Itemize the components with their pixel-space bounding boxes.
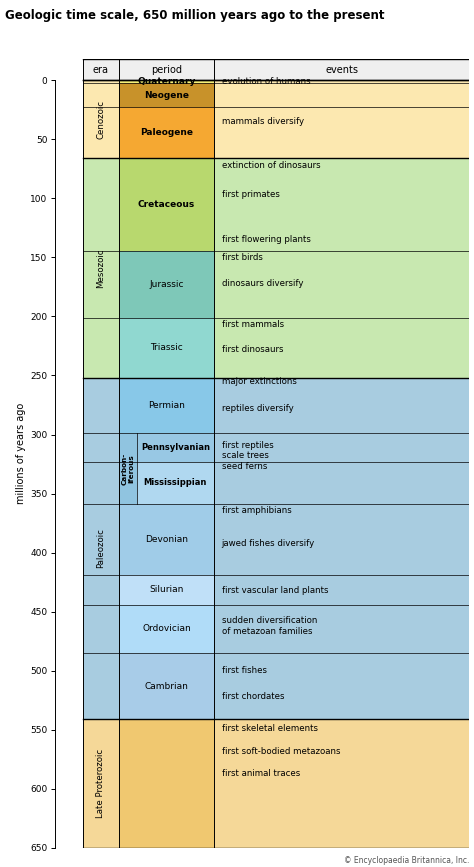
Text: Jurassic: Jurassic bbox=[149, 280, 184, 289]
Bar bbox=[119, 251, 214, 317]
Text: first amphibians: first amphibians bbox=[222, 505, 292, 515]
Bar bbox=[137, 434, 214, 462]
Text: first reptiles
scale trees
seed ferns: first reptiles scale trees seed ferns bbox=[222, 440, 273, 471]
Bar bbox=[119, 158, 214, 251]
Text: first chordates: first chordates bbox=[222, 692, 284, 701]
Text: first soft-bodied metazoans: first soft-bodied metazoans bbox=[222, 746, 340, 755]
Text: Late Proterozoic: Late Proterozoic bbox=[96, 749, 105, 818]
Text: Devonian: Devonian bbox=[145, 535, 188, 544]
Bar bbox=[119, 434, 137, 505]
Text: first birds: first birds bbox=[222, 253, 263, 262]
Text: Ordovician: Ordovician bbox=[142, 624, 191, 633]
Text: extinction of dinosaurs: extinction of dinosaurs bbox=[222, 160, 320, 170]
Text: Mesozoic: Mesozoic bbox=[96, 248, 105, 288]
Bar bbox=[83, 720, 119, 848]
Bar bbox=[214, 378, 469, 720]
Text: Silurian: Silurian bbox=[149, 585, 184, 595]
Text: first skeletal elements: first skeletal elements bbox=[222, 724, 318, 733]
Text: first vascular land plants: first vascular land plants bbox=[222, 586, 328, 595]
Bar bbox=[83, 158, 119, 378]
Bar bbox=[214, 158, 469, 378]
Text: Paleozoic: Paleozoic bbox=[96, 529, 105, 569]
Bar bbox=[119, 505, 214, 575]
Bar bbox=[119, 108, 214, 158]
Text: major extinctions: major extinctions bbox=[222, 377, 297, 386]
Text: Quaternary: Quaternary bbox=[137, 77, 196, 86]
Bar bbox=[83, 378, 119, 720]
Y-axis label: millions of years ago: millions of years ago bbox=[16, 403, 26, 504]
Bar bbox=[214, 720, 469, 848]
Text: jawed fishes diversify: jawed fishes diversify bbox=[222, 538, 315, 548]
Text: first flowering plants: first flowering plants bbox=[222, 235, 310, 244]
Bar bbox=[83, 59, 469, 81]
Text: Cambrian: Cambrian bbox=[145, 681, 189, 691]
Text: dinosaurs diversify: dinosaurs diversify bbox=[222, 279, 303, 288]
Text: evolution of humans: evolution of humans bbox=[222, 77, 310, 86]
Bar bbox=[119, 604, 214, 653]
Text: Cretaceous: Cretaceous bbox=[138, 200, 195, 209]
Text: reptiles diversify: reptiles diversify bbox=[222, 404, 293, 413]
Text: Paleogene: Paleogene bbox=[140, 128, 193, 137]
Text: Geologic time scale, 650 million years ago to the present: Geologic time scale, 650 million years a… bbox=[5, 9, 384, 22]
Text: Neogene: Neogene bbox=[144, 91, 189, 100]
Text: first primates: first primates bbox=[222, 190, 280, 199]
Bar bbox=[119, 317, 214, 378]
Bar bbox=[214, 81, 469, 158]
Text: period: period bbox=[151, 64, 182, 75]
Text: Triassic: Triassic bbox=[150, 343, 183, 352]
Text: first animal traces: first animal traces bbox=[222, 769, 300, 778]
Text: mammals diversify: mammals diversify bbox=[222, 117, 304, 126]
Text: Cenozoic: Cenozoic bbox=[96, 100, 105, 139]
Bar bbox=[119, 720, 214, 848]
Bar bbox=[119, 653, 214, 720]
Text: era: era bbox=[93, 64, 109, 75]
Text: events: events bbox=[325, 64, 358, 75]
Text: Carbon-
iferous: Carbon- iferous bbox=[121, 453, 134, 485]
Bar bbox=[119, 378, 214, 434]
Text: © Encyclopaedia Britannica, Inc.: © Encyclopaedia Britannica, Inc. bbox=[344, 857, 469, 865]
Text: first dinosaurs: first dinosaurs bbox=[222, 345, 283, 354]
Text: Mississippian: Mississippian bbox=[144, 479, 207, 487]
Text: first mammals: first mammals bbox=[222, 320, 284, 329]
Bar bbox=[119, 575, 214, 604]
Bar bbox=[137, 462, 214, 505]
Text: first fishes: first fishes bbox=[222, 666, 267, 675]
Bar bbox=[119, 83, 214, 108]
Text: Pennsylvanian: Pennsylvanian bbox=[141, 443, 210, 452]
Text: sudden diversification
of metazoan families: sudden diversification of metazoan famil… bbox=[222, 616, 317, 636]
Text: Permian: Permian bbox=[148, 401, 185, 410]
Bar bbox=[119, 81, 214, 83]
Bar bbox=[83, 81, 119, 158]
